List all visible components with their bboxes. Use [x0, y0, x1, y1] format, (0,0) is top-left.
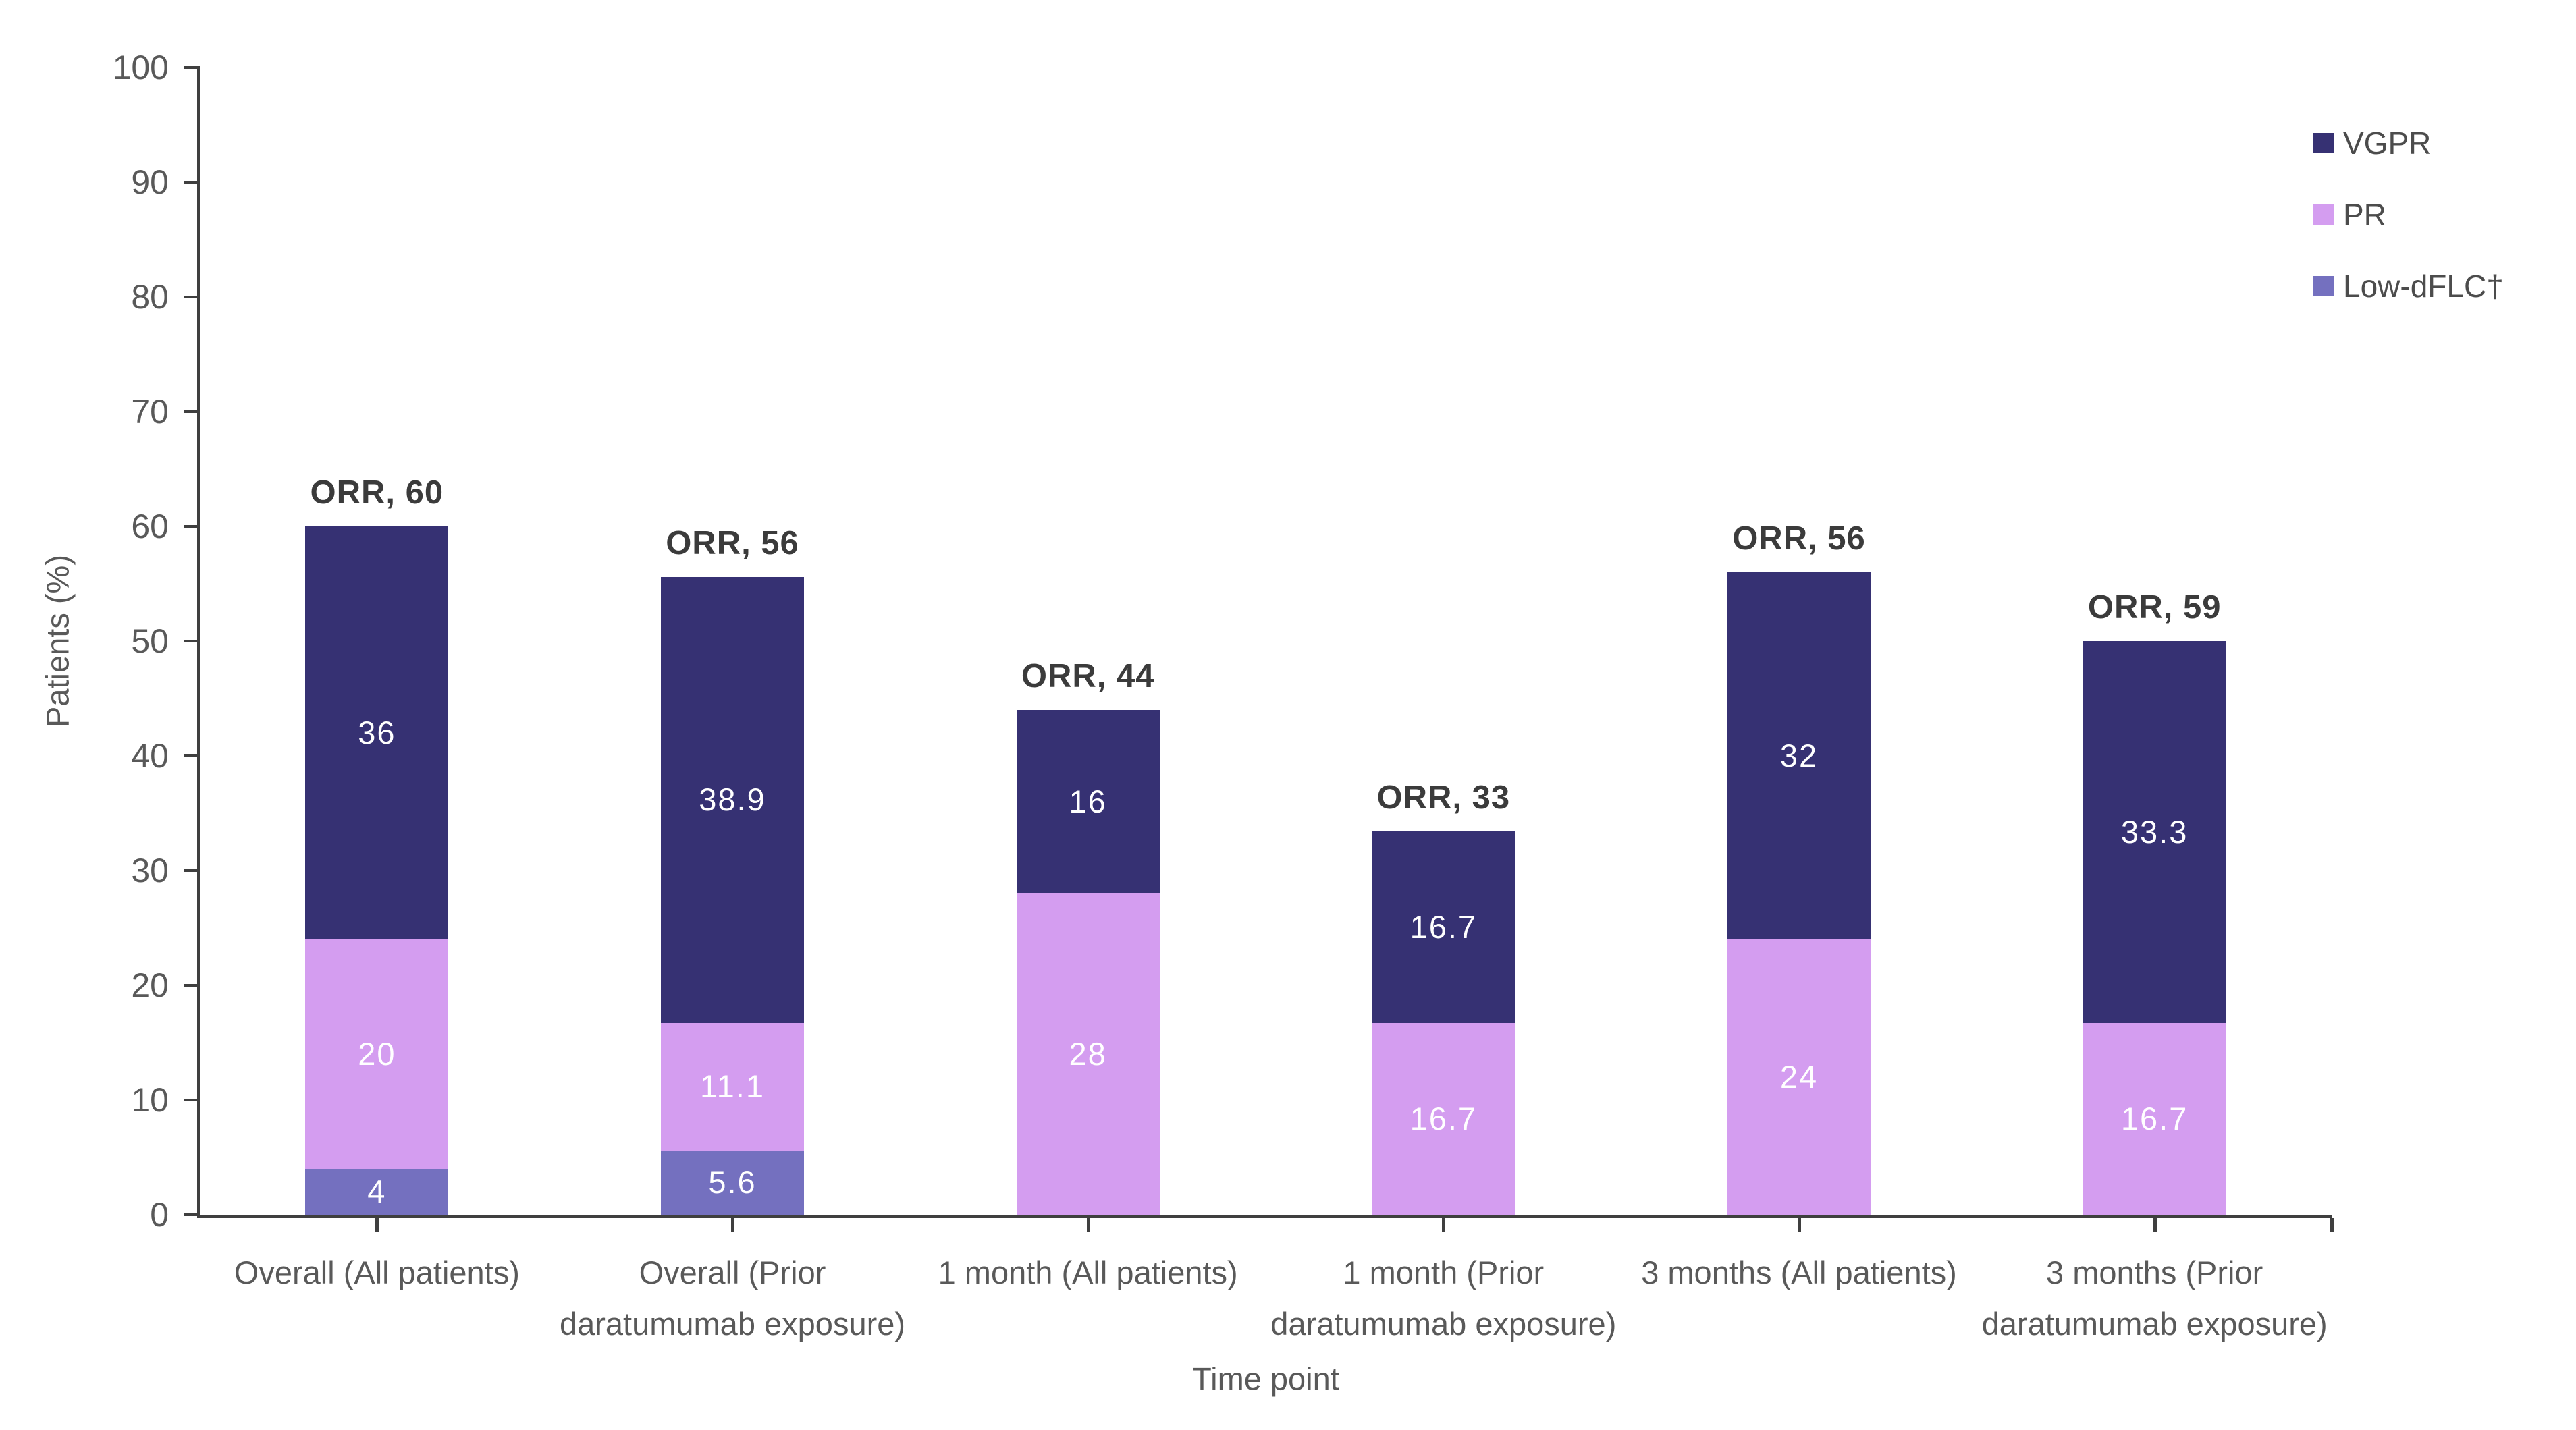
y-tick-label: 80: [131, 278, 169, 316]
y-tick: [184, 1213, 197, 1216]
bar-segment-label: 5.6: [708, 1164, 757, 1201]
bar-segment-pr: [305, 939, 449, 1169]
x-category-label-line: daratumumab exposure): [1981, 1306, 2328, 1342]
legend-item: Low-dFLC†: [2313, 269, 2556, 317]
y-tick-label: 60: [131, 507, 169, 545]
bar-segment-label: 32: [1779, 738, 1819, 773]
y-tick: [184, 181, 197, 184]
orr-label: ORR, 33: [1376, 779, 1511, 817]
x-category-label: 3 months (Prior daratumumab exposure): [1982, 1247, 2328, 1350]
x-category-label-line: Overall (All patients): [234, 1255, 520, 1290]
x-category-label: 1 month (Prior daratumumab exposure): [1270, 1247, 1616, 1350]
x-tick: [2153, 1218, 2157, 1232]
y-tick-label: 30: [131, 852, 169, 889]
x-tick: [1798, 1218, 1801, 1232]
orr-label: ORR, 44: [1021, 658, 1155, 694]
bar-segment-vgpr: [1727, 572, 1871, 939]
y-tick: [184, 869, 197, 872]
bar-segment-vgpr: [1372, 831, 1515, 1024]
x-tick: [731, 1218, 734, 1232]
legend-swatch-vgpr: [2313, 133, 2334, 153]
y-tick: [184, 410, 197, 413]
x-tick: [1086, 1218, 1090, 1232]
y-tick-label: 20: [131, 966, 169, 1004]
legend-label: Low-dFLC†: [2343, 269, 2504, 304]
x-category-label: Overall (Prior daratumumab exposure): [560, 1247, 905, 1350]
x-category-label: Overall (All patients): [234, 1247, 520, 1298]
bar-segment-label: 16.7: [1410, 909, 1478, 945]
x-category-label-line: daratumumab exposure): [1270, 1306, 1617, 1342]
bar-segment-label: 20: [358, 1036, 396, 1072]
y-axis-line: [197, 66, 200, 1218]
x-category-label: 1 month (All patients): [938, 1247, 1238, 1298]
x-axis-line: [197, 1215, 2332, 1218]
orr-label: ORR, 56: [1732, 520, 1866, 557]
x-tick: [375, 1218, 379, 1232]
y-tick-label: 70: [131, 393, 169, 431]
legend-item: PR: [2313, 197, 2556, 245]
bar-segment-pr: [1372, 1023, 1515, 1215]
bar-segment-label: 28: [1069, 1036, 1107, 1072]
bar-segment-vgpr: [305, 526, 449, 939]
x-category-label-line: 3 months (All patients): [1641, 1255, 1957, 1290]
x-category-label: 3 months (All patients): [1641, 1247, 1957, 1298]
y-tick-label: 100: [112, 49, 169, 86]
bar-segment-vgpr: [1016, 710, 1160, 893]
legend-item: VGPR: [2313, 126, 2556, 173]
bar-segment-label: 38.9: [699, 781, 766, 818]
y-tick: [184, 754, 197, 757]
y-tick-label: 10: [131, 1081, 169, 1119]
bar-segment-label: 16.7: [2120, 1101, 2189, 1137]
bar-segment-pr: [1727, 939, 1871, 1215]
legend-label: PR: [2343, 197, 2386, 232]
x-category-label-line: Overall (Prior: [639, 1255, 826, 1290]
y-tick: [184, 66, 197, 69]
x-category-label-line: daratumumab exposure): [559, 1306, 906, 1342]
bar-segment-label: 33.3: [2120, 814, 2189, 850]
y-tick: [184, 984, 197, 987]
bar-segment-label: 36: [358, 715, 396, 750]
y-tick-label: 0: [150, 1196, 169, 1234]
bar-segment-label: 4: [367, 1174, 387, 1209]
bar-segment-vgpr: [661, 576, 804, 1024]
bar-segment-pr: [1016, 893, 1160, 1215]
bar-segment-label: 16.7: [1410, 1101, 1478, 1137]
orr-label: ORR, 60: [310, 474, 444, 511]
legend-label: VGPR: [2343, 126, 2432, 161]
bar-segment-label: 16: [1069, 783, 1107, 819]
x-tick: [1442, 1218, 1446, 1232]
x-category-label-line: 1 month (Prior: [1343, 1255, 1545, 1290]
y-tick: [184, 296, 197, 298]
legend-swatch-pr: [2313, 204, 2334, 225]
y-tick: [184, 525, 197, 528]
bar-segment-vgpr: [2083, 641, 2226, 1024]
legend-swatch-low-dflc-: [2313, 276, 2334, 296]
x-axis-title: Time point: [1192, 1360, 1339, 1397]
bar-segment-pr: [2083, 1023, 2226, 1215]
y-tick-label: 40: [131, 737, 169, 775]
x-category-label-line: 3 months (Prior: [2046, 1255, 2263, 1290]
bar-segment-label: 24: [1779, 1059, 1819, 1095]
y-tick-label: 90: [131, 163, 169, 201]
x-axis-end-tick: [2330, 1218, 2334, 1232]
orr-label: ORR, 56: [666, 524, 799, 561]
orr-label: ORR, 59: [2087, 589, 2222, 626]
bar-segment-low-dflc: [305, 1169, 449, 1215]
y-tick: [184, 1099, 197, 1101]
bar-segment-low-dflc: [661, 1150, 804, 1215]
bar-segment-label: 11.1: [700, 1068, 765, 1105]
y-tick: [184, 640, 197, 642]
bar-segment-pr: [661, 1023, 804, 1151]
y-tick-label: 50: [131, 622, 169, 660]
x-category-label-line: 1 month (All patients): [938, 1255, 1238, 1290]
